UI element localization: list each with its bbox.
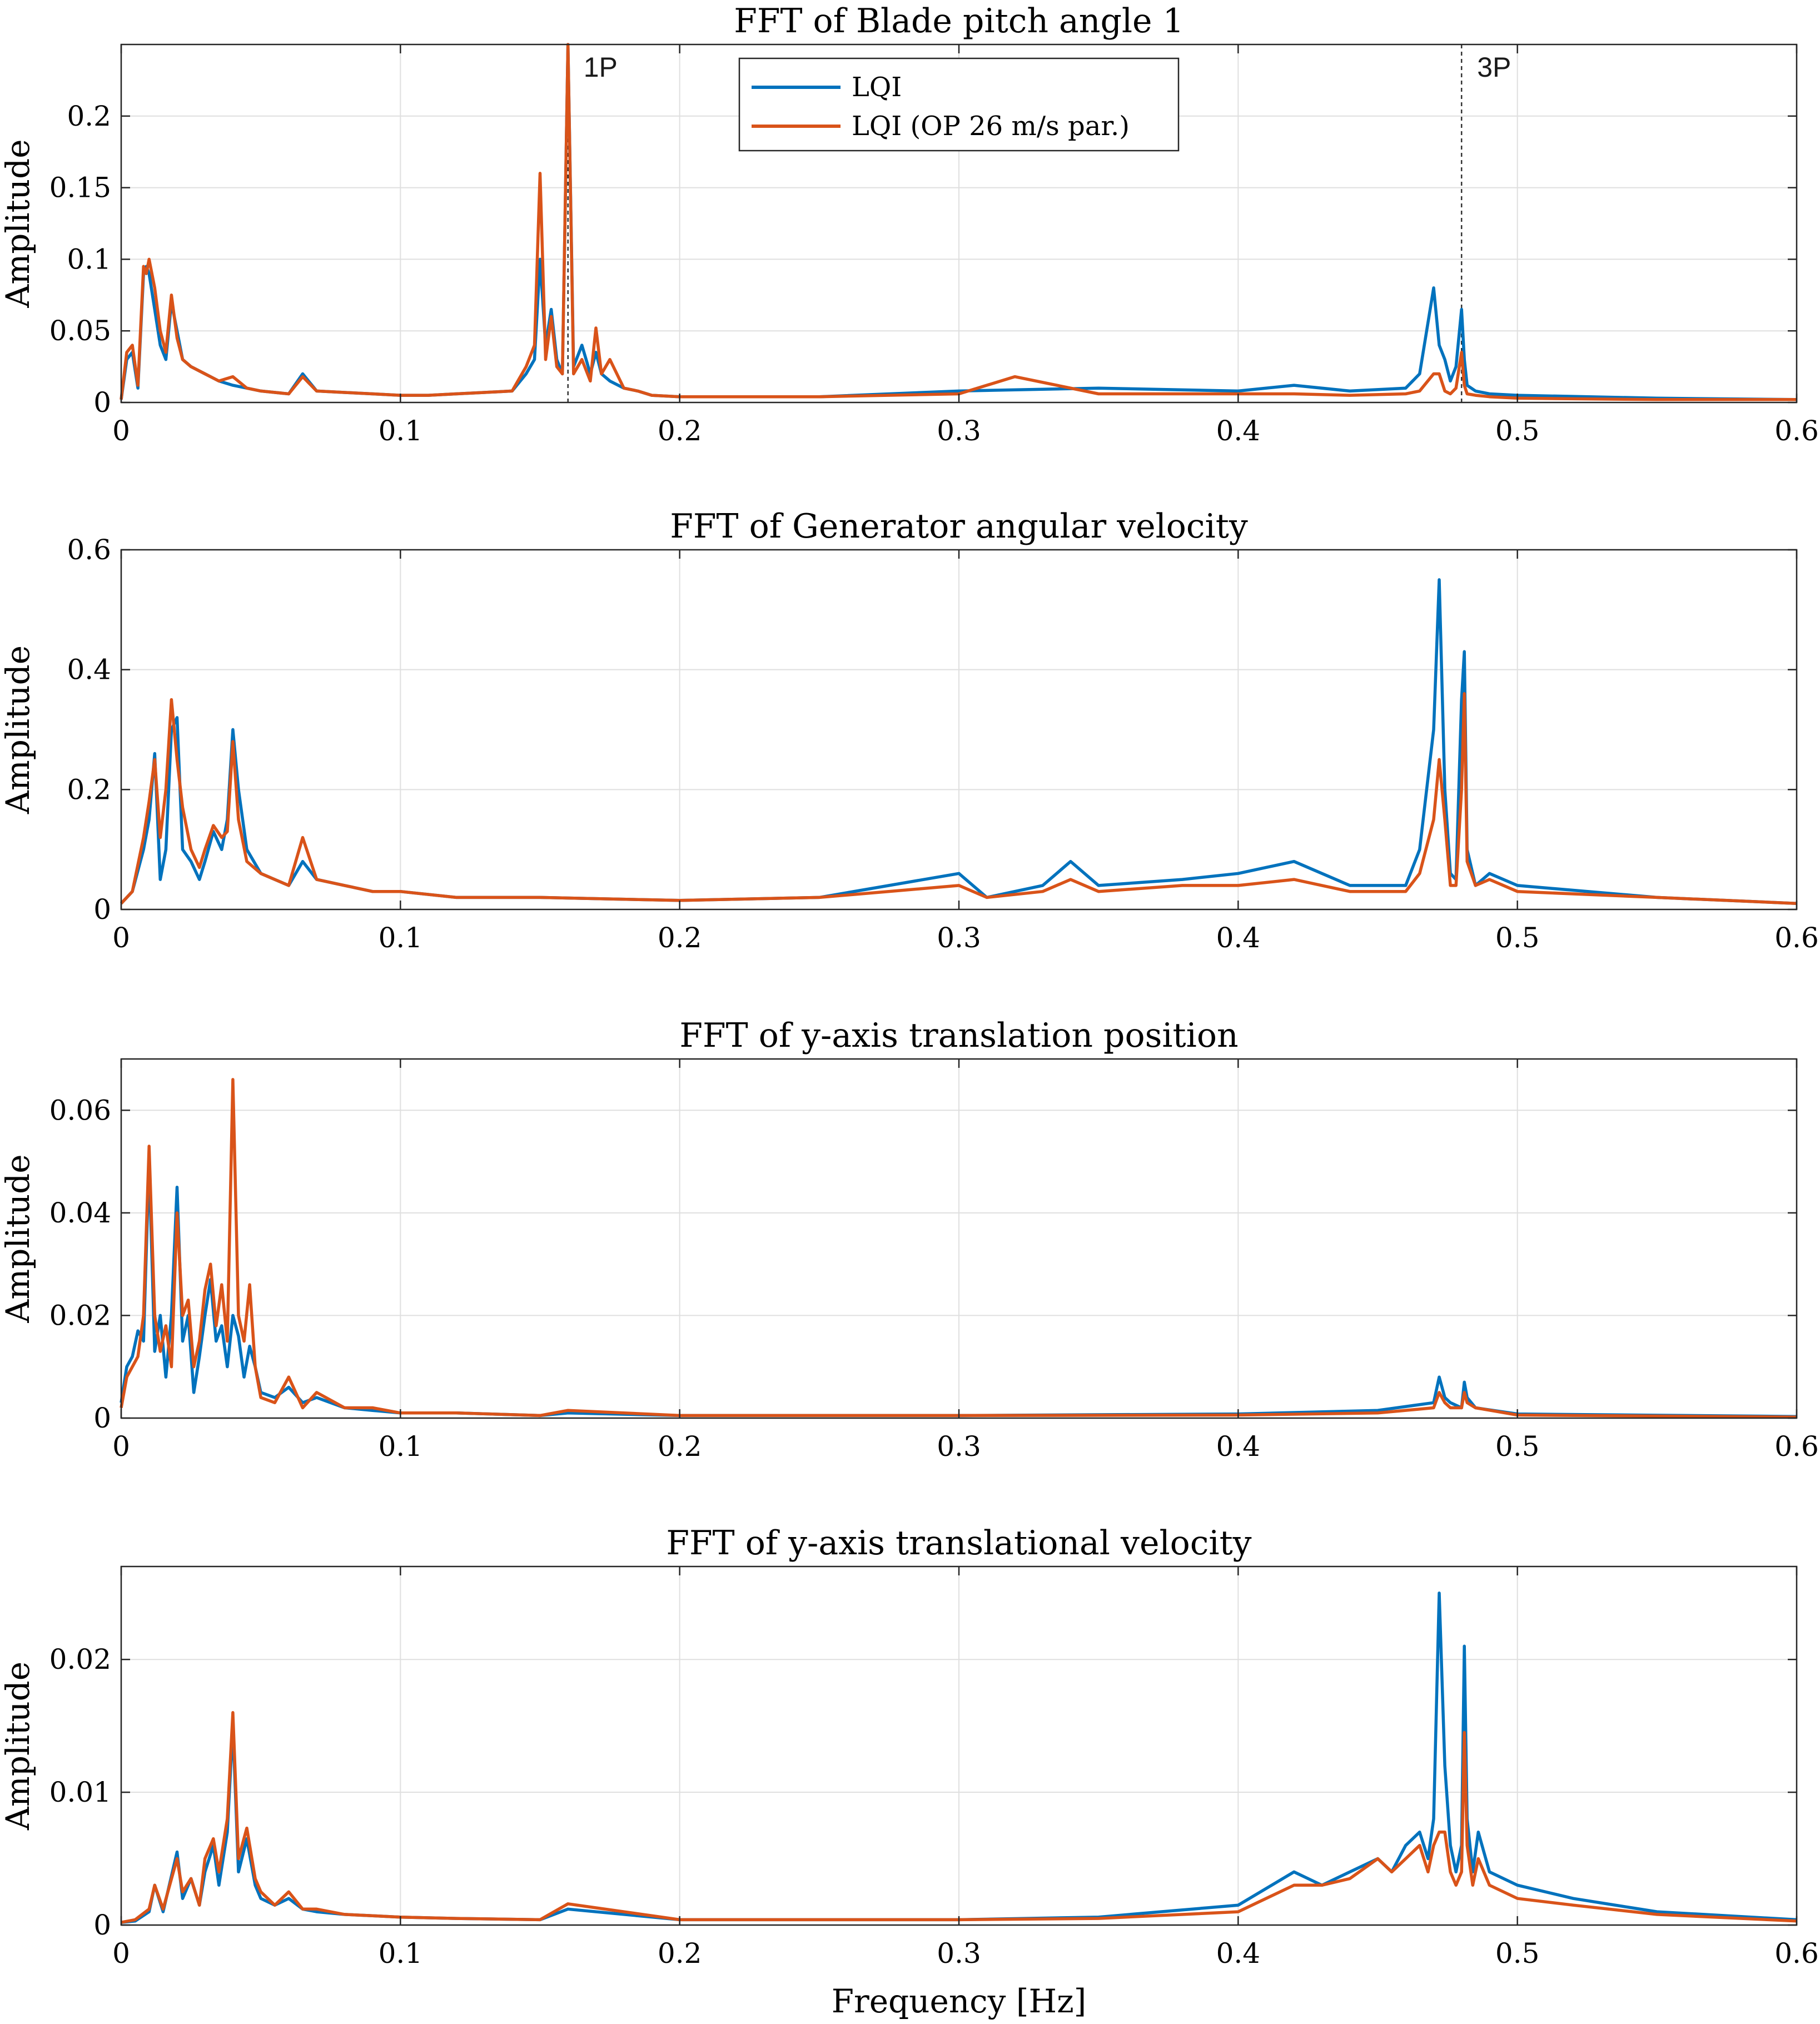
x-tick-label: 0 [112,1937,130,1970]
y-tick-label: 0.2 [67,100,111,132]
y-tick-label: 0.04 [49,1197,111,1229]
panel-blade-pitch: FFT of Blade pitch angle 1 1P 3P 0 0.1 0.2 0… [0,2,1819,447]
y-tick-label: 0.01 [49,1776,111,1808]
x-tick-label: 0 [112,922,130,954]
x-tick-label: 0 [112,1430,130,1463]
series-lqi-op26-line [121,1711,1797,1924]
x-tick-label: 0.2 [658,922,702,954]
y-tick-label: 0.06 [49,1094,111,1126]
x-tick-label: 0.3 [937,1937,981,1970]
panel-title: FFT of Generator angular velocity [670,507,1248,546]
y-tick-label: 0 [93,1402,111,1434]
x-tick-label: 0.2 [658,415,702,447]
y-tick-label: 0.02 [49,1299,111,1331]
y-tick-label: 0 [93,893,111,926]
panel-title: FFT of y-axis translation position [679,1016,1238,1055]
y-tick-labels: 0 0.2 0.4 0.6 [67,534,111,926]
grid [121,550,1797,909]
x-tick-label: 0.4 [1216,1937,1261,1970]
panel-y-translation-position: FFT of y-axis translation position 0 0.1 0… [0,1016,1819,1463]
x-tick-label: 0.4 [1216,922,1261,954]
annotation-layer: 1P 3P [567,44,1511,402]
grid [121,1567,1797,1925]
y-tick-label: 0.05 [49,315,111,347]
y-tick-label: 0.1 [67,243,111,275]
x-tick-labels: 0 0.1 0.2 0.3 0.4 0.5 0.6 [112,415,1819,447]
y-tick-label: 0 [93,1909,111,1941]
panel-title: FFT of y-axis translational velocity [666,1524,1251,1563]
axes-frame [120,549,1798,911]
annotation-label: 1P [584,52,618,83]
series-lqi-op26-line [120,1078,1797,1419]
x-tick-label: 0.5 [1495,415,1540,447]
x-tick-label: 0.5 [1495,922,1540,954]
series-lqi-op26-line [120,43,1797,401]
axes-frame [120,43,1798,404]
y-tick-label: 0.2 [67,773,111,805]
axes-frame [120,1565,1798,1926]
y-tick-labels: 0 0.01 0.02 [49,1643,111,1941]
x-tick-label: 0.6 [1774,415,1819,447]
panel-title: FFT of Blade pitch angle 1 [734,2,1184,41]
x-tick-labels: 0 0.1 0.2 0.3 0.4 0.5 0.6 [112,1937,1819,1970]
x-tick-label: 0.1 [379,1937,423,1970]
legend-label-lqi-op26: LQI (OP 26 m/s par.) [852,111,1130,142]
y-axis-label: Amplitude [0,139,37,308]
legend: LQI LQI (OP 26 m/s par.) [738,57,1180,152]
x-tick-label: 0.3 [937,415,981,447]
y-axis-label: Amplitude [0,1662,37,1831]
y-tick-label: 0.6 [67,534,111,566]
x-tick-label: 0 [112,415,130,447]
panel-generator-velocity: FFT of Generator angular velocity 0 0.1 0.… [0,507,1819,954]
y-axis-label: Amplitude [0,1154,37,1323]
y-tick-label: 0.4 [67,654,111,686]
y-tick-labels: 0 0.05 0.1 0.15 0.2 [49,100,111,419]
x-tick-label: 0.6 [1774,922,1819,954]
x-tick-label: 0.5 [1495,1430,1540,1463]
x-tick-label: 0.6 [1774,1430,1819,1463]
x-tick-label: 0.2 [658,1937,702,1970]
grid [121,1059,1797,1418]
x-tick-label: 0.3 [937,922,981,954]
x-tick-label: 0.1 [379,415,423,447]
x-tick-label: 0.6 [1774,1937,1819,1970]
series-lqi-op26-line [120,692,1797,905]
panel-y-translational-velocity: FFT of y-axis translational velocity 0 0.… [0,1524,1819,1970]
y-tick-labels: 0 0.02 0.04 0.06 [49,1094,111,1434]
annotation-label: 3P [1477,52,1511,83]
x-tick-label: 0.2 [658,1430,702,1463]
legend-label-lqi: LQI [852,72,902,103]
x-tick-labels: 0 0.1 0.2 0.3 0.4 0.5 0.6 [112,1430,1819,1463]
x-tick-label: 0.4 [1216,1430,1261,1463]
x-axis-label: Frequency [Hz] [832,1982,1087,2020]
x-tick-labels: 0 0.1 0.2 0.3 0.4 0.5 0.6 [112,922,1819,954]
x-tick-label: 0.1 [379,922,423,954]
y-tick-label: 0 [93,386,111,419]
x-tick-label: 0.5 [1495,1937,1540,1970]
y-axis-label: Amplitude [0,645,37,814]
y-tick-label: 0.02 [49,1643,111,1675]
legend-box [738,57,1180,152]
y-tick-label: 0.15 [49,172,111,204]
x-tick-label: 0.4 [1216,415,1261,447]
x-tick-label: 0.3 [937,1430,981,1463]
axes-frame [120,1058,1798,1419]
x-tick-label: 0.1 [379,1430,423,1463]
